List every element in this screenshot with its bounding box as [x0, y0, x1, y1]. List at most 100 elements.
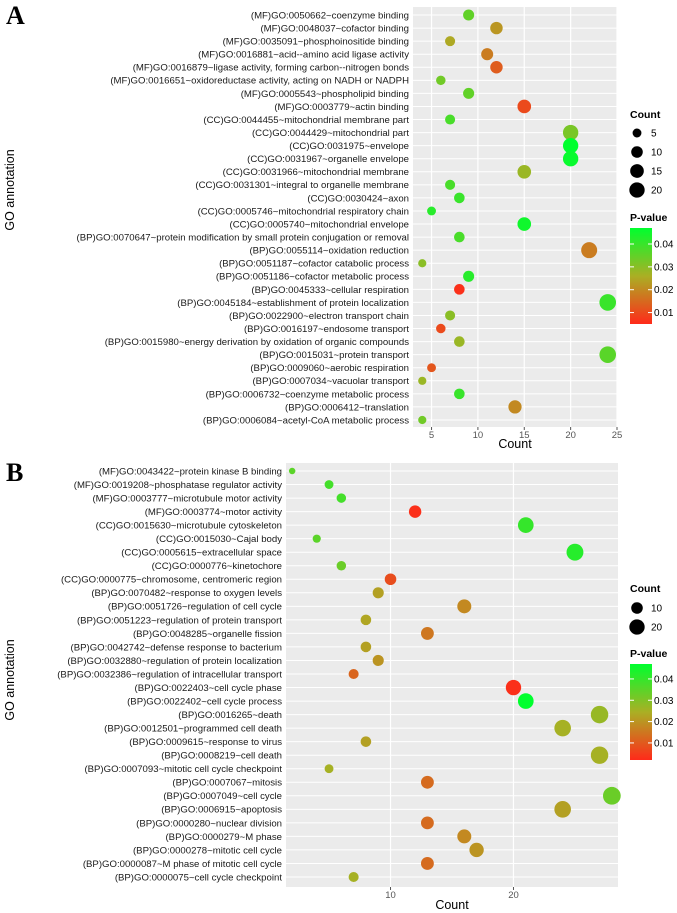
legend-color-label: 0.04	[654, 240, 674, 251]
data-point	[427, 206, 436, 216]
category-label: (BP)GO:0070647~protein modification by s…	[77, 232, 410, 243]
legend-size-key-label: 10	[651, 148, 663, 159]
panel-b-y-axis-title: GO annotation	[3, 639, 17, 720]
data-point	[454, 192, 465, 204]
data-point	[463, 270, 475, 282]
category-label: (CC)GO:0015030~Cajal body	[156, 534, 282, 545]
category-label: (BP)GO:0022403~cell cycle phase	[135, 683, 282, 694]
data-point	[372, 654, 384, 667]
legend-size-key-label: 5	[651, 129, 657, 140]
data-point	[324, 480, 334, 489]
data-point	[372, 587, 384, 599]
x-tick-label: 15	[519, 430, 530, 441]
category-label: (CC)GO:0005746~mitochondrial respiratory…	[198, 206, 409, 217]
panel-a-chart: (MF)GO:0050662~coenzyme binding (MF)GO:00…	[3, 7, 674, 451]
panel-a-letter: A	[6, 1, 25, 30]
data-point	[454, 284, 465, 295]
data-point	[508, 400, 522, 414]
category-label: (MF)GO:0035091~phosphoinositide binding	[223, 37, 409, 48]
category-label: (BP)GO:0000279~M phase	[165, 832, 282, 843]
data-point	[384, 573, 397, 586]
panel-a-points	[418, 9, 617, 425]
data-point	[420, 775, 434, 789]
category-label: (BP)GO:0006732~coenzyme metabolic proces…	[206, 389, 410, 400]
category-label: (BP)GO:0048285~organelle fission	[133, 629, 282, 640]
category-label: (CC)GO:0031975~envelope	[289, 141, 409, 152]
category-label: (CC)GO:0044455~mitochondrial membrane pa…	[203, 115, 409, 126]
data-point	[445, 179, 456, 190]
panel-b-letter: B	[6, 458, 23, 487]
legend-size-key-label: 15	[651, 167, 663, 178]
category-label: (BP)GO:0006412~translation	[285, 402, 409, 413]
data-point	[418, 415, 427, 425]
category-label: (MF)GO:0016879~ligase activity, forming …	[133, 63, 410, 74]
category-label: (BP)GO:0051187~cofactor catabolic proces…	[219, 259, 409, 270]
category-label: (CC)GO:0005740~mitochondrial envelope	[230, 219, 409, 230]
legend-size-key-dot	[630, 164, 644, 178]
data-point	[445, 114, 456, 125]
category-label: (CC)GO:0005615~extracellular space	[121, 548, 282, 559]
category-label: (CC)GO:0030424~axon	[307, 193, 409, 204]
data-point	[336, 493, 347, 503]
data-point	[436, 323, 446, 334]
category-label: (BP)GO:0032880~regulation of protein loc…	[67, 656, 282, 667]
data-point	[348, 668, 359, 680]
legend-size-key-label: 20	[651, 186, 663, 197]
legend-size-key-dot	[629, 182, 645, 198]
category-label: (MF)GO:0016881~acid--amino acid ligase a…	[198, 50, 409, 61]
data-point	[554, 719, 571, 737]
data-point	[454, 231, 465, 243]
legend-size-key-dot	[631, 602, 643, 614]
x-tick-label: 20	[565, 430, 576, 441]
legend-color-label: 0.04	[654, 674, 674, 685]
data-point	[590, 746, 609, 764]
category-label: (MF)GO:0003777~microtubule motor activit…	[92, 493, 282, 504]
panel-b-legend-colorbar	[630, 664, 652, 760]
legend-color-label: 0.01	[654, 738, 674, 749]
panel-b-category-labels: (MF)GO:0043422~protein kinase B binding (…	[57, 466, 282, 883]
category-label: (BP)GO:0015031~protein transport	[259, 350, 409, 361]
data-point	[312, 534, 321, 543]
data-point	[562, 151, 579, 167]
data-point	[418, 376, 427, 385]
category-label: (CC)GO:0031967~organelle envelope	[247, 154, 409, 165]
x-tick-label: 20	[508, 890, 519, 901]
legend-size-key-dot	[629, 619, 645, 635]
x-tick-label: 5	[429, 430, 434, 441]
data-point	[418, 259, 427, 268]
data-point	[463, 9, 475, 21]
category-label: (MF)GO:0048037~cofactor binding	[260, 23, 409, 34]
data-point	[490, 21, 503, 35]
panel-a-x-axis-title: Count	[498, 437, 532, 451]
category-label: (BP)GO:0006084~acetyl-CoA metabolic proc…	[203, 415, 409, 426]
panel-b-x-ticks: 10 20	[385, 887, 519, 901]
category-label: (BP)GO:0022402~cell cycle process	[127, 696, 282, 707]
category-label: (BP)GO:0042742~defense response to bacte…	[71, 642, 282, 653]
x-tick-label: 10	[385, 890, 396, 901]
legend-color-label: 0.02	[654, 717, 674, 728]
category-label: (BP)GO:0016197~endosome transport	[244, 324, 409, 335]
category-label: (CC)GO:0015630~microtubule cytoskeleton	[96, 521, 282, 532]
category-label: (MF)GO:0050662~coenzyme binding	[251, 10, 409, 21]
data-point	[481, 48, 494, 61]
panel-b-chart: (MF)GO:0043422~protein kinase B binding (…	[3, 463, 674, 912]
legend-size-key-dot	[632, 128, 642, 138]
category-label: (BP)GO:0015980~energy derivation by oxid…	[105, 337, 409, 348]
category-label: (BP)GO:0045333~cellular respiration	[251, 285, 409, 296]
category-label: (BP)GO:0070482~response to oxygen levels	[91, 588, 282, 599]
legend-color-label: 0.01	[654, 308, 674, 319]
category-label: (BP)GO:0051223~regulation of protein tra…	[77, 615, 282, 626]
data-point	[436, 75, 446, 86]
category-label: (BP)GO:0051186~cofactor metabolic proces…	[216, 272, 409, 283]
data-point	[348, 871, 359, 883]
panel-b-legend-size-keys: 10 20	[629, 602, 663, 635]
category-label: (MF)GO:0019208~phosphatase regulator act…	[74, 480, 282, 491]
data-point	[445, 310, 456, 321]
category-label: (BP)GO:0007067~mitosis	[172, 778, 282, 789]
category-label: (BP)GO:0051726~regulation of cell cycle	[108, 602, 282, 613]
category-label: (BP)GO:0045184~establishment of protein …	[177, 298, 409, 309]
panel-a-grid	[413, 7, 618, 427]
data-point	[454, 388, 465, 400]
category-label: (MF)GO:0003779~actin binding	[274, 102, 409, 113]
